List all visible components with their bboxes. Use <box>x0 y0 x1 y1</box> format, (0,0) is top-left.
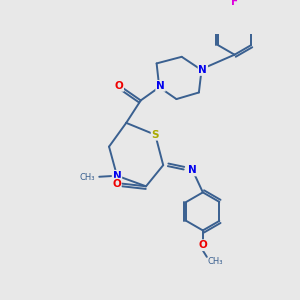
Text: N: N <box>188 165 197 176</box>
Text: S: S <box>152 130 159 140</box>
Text: F: F <box>231 0 238 8</box>
Text: O: O <box>114 81 123 91</box>
Text: O: O <box>112 179 121 189</box>
Text: CH₃: CH₃ <box>80 172 95 182</box>
Text: N: N <box>156 81 165 91</box>
Text: O: O <box>199 240 207 250</box>
Text: CH₃: CH₃ <box>208 256 223 266</box>
Text: N: N <box>199 65 207 75</box>
Text: N: N <box>112 171 121 181</box>
